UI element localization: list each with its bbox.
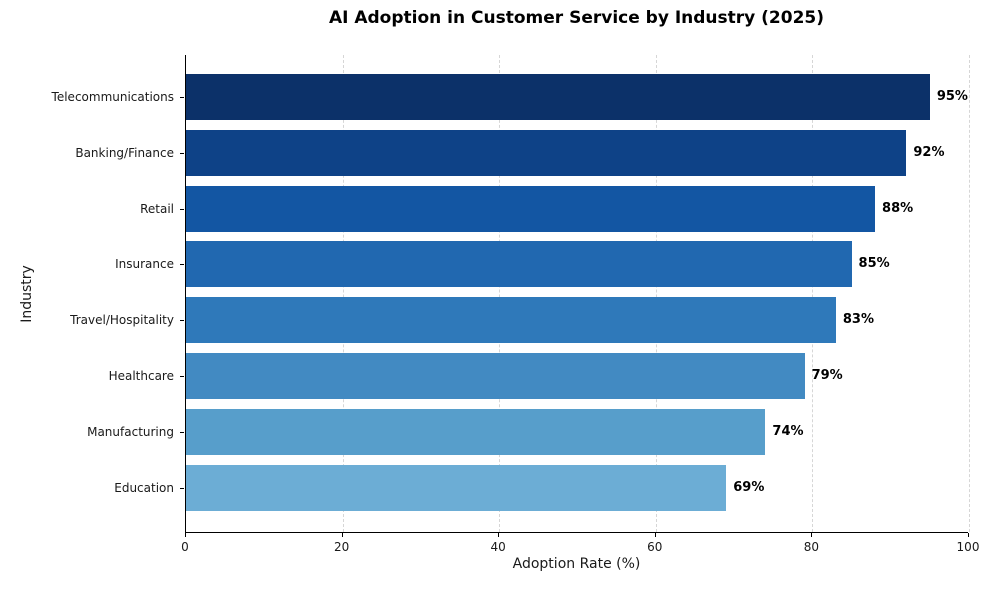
x-tick-mark (341, 533, 343, 537)
gridline-x-20 (342, 55, 344, 532)
category-label-healthcare: Healthcare (108, 369, 174, 383)
category-label-telecommunications: Telecommunications (51, 90, 174, 104)
bar-value-label: 85% (858, 256, 890, 272)
bar-value-label: 92% (913, 144, 945, 160)
x-tick-label-40: 40 (490, 540, 506, 554)
x-tick-label-100: 100 (956, 540, 980, 554)
bar-travel-hospitality (186, 297, 836, 344)
x-tick-label-20: 20 (333, 540, 350, 554)
y-tick-mark (180, 320, 184, 322)
category-label-manufacturing: Manufacturing (87, 424, 174, 439)
bar-value-label: 88% (882, 200, 914, 216)
bar-banking-finance (186, 129, 907, 176)
x-tick-mark (654, 533, 656, 537)
chart-title: AI Adoption in Customer Service by Indus… (328, 8, 825, 28)
bar-telecommunications (186, 74, 930, 120)
gridline-x-100 (969, 55, 970, 532)
category-label-banking-finance: Banking/Finance (75, 145, 174, 160)
gridline-x-40 (499, 55, 501, 532)
y-tick-mark (180, 487, 184, 489)
y-tick-mark (180, 97, 184, 98)
x-tick-mark (498, 533, 500, 537)
category-label-retail: Retail (140, 201, 174, 216)
x-tick-mark (811, 533, 813, 537)
y-tick-mark (180, 431, 184, 433)
y-tick-mark (180, 264, 184, 266)
bar-healthcare (186, 353, 805, 399)
category-label-travel-hospitality: Travel/Hospitality (70, 313, 174, 328)
bar-retail (186, 185, 876, 232)
bar-value-label: 69% (733, 479, 765, 495)
x-axis-title: Adoption Rate (%) (512, 556, 641, 572)
bar-value-label: 79% (811, 368, 843, 383)
x-tick-mark (185, 533, 186, 537)
y-tick-mark (180, 208, 184, 210)
gridline-x-60 (655, 55, 657, 532)
y-tick-mark (180, 152, 184, 154)
x-tick-label-80: 80 (803, 540, 820, 554)
y-tick-mark (180, 376, 184, 377)
bar-value-label: 95% (936, 89, 968, 104)
gridline-x-80 (812, 55, 814, 532)
category-label-education: Education (114, 480, 174, 495)
x-tick-mark (968, 533, 969, 537)
category-label-insurance: Insurance (115, 257, 174, 272)
x-tick-label-60: 60 (647, 540, 663, 554)
bar-manufacturing (186, 408, 766, 455)
bar-insurance (186, 241, 852, 288)
bar-education (186, 464, 727, 511)
plot-area: 95% 92% 88% 85% 83% 79% 74% 69% (185, 55, 970, 533)
x-tick-label-0: 0 (181, 540, 189, 554)
bar-value-label: 74% (772, 423, 804, 439)
bar-value-label: 83% (842, 312, 874, 328)
